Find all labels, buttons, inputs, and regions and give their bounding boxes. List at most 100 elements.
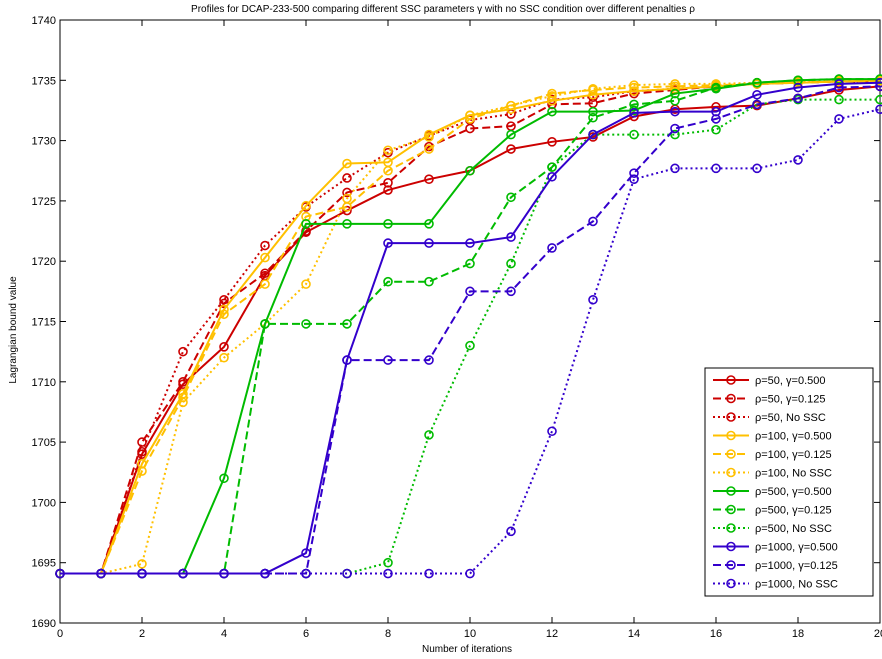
x-axis-ticks: 0 2 4 6 8 10 12 14 16 18 20 — [57, 20, 882, 640]
legend-label: ρ=100, γ=0.125 — [755, 449, 832, 461]
data-point — [629, 168, 639, 178]
data-point — [793, 82, 803, 93]
data-point — [547, 91, 557, 101]
data-point — [342, 568, 352, 579]
data-point — [383, 568, 393, 579]
legend-label: ρ=1000, γ=0.500 — [755, 542, 838, 554]
data-point — [424, 144, 434, 154]
data-point — [752, 89, 762, 100]
legend-label: ρ=50, γ=0.125 — [755, 394, 825, 406]
data-point — [670, 123, 680, 134]
legend-item: ρ=1000, No SSC — [713, 579, 838, 591]
y-axis-label: Lagrangian bound value — [8, 276, 19, 384]
data-point — [137, 466, 147, 476]
data-point — [670, 163, 680, 174]
data-point — [301, 219, 311, 229]
data-point — [137, 568, 147, 579]
data-point — [219, 473, 229, 484]
legend-marker — [726, 541, 736, 552]
data-point — [875, 104, 882, 115]
data-point — [383, 219, 393, 229]
data-point — [424, 238, 434, 248]
data-point — [670, 79, 680, 89]
data-point — [629, 174, 639, 184]
legend-label: ρ=500, No SSC — [755, 523, 832, 535]
series-line — [60, 79, 880, 575]
y-tick-label: 1740 — [32, 15, 56, 27]
x-tick-label: 20 — [874, 628, 882, 640]
data-point — [547, 426, 557, 437]
data-point — [588, 294, 598, 305]
data-point — [465, 114, 475, 124]
data-point — [260, 252, 270, 263]
legend: ρ=50, γ=0.500 ρ=50, γ=0.125 ρ=50, No SSC ρ=… — [704, 367, 874, 597]
data-point — [260, 319, 270, 329]
x-tick-label: 0 — [57, 628, 63, 640]
legend-marker — [726, 467, 736, 478]
data-point — [383, 145, 393, 156]
data-point — [670, 96, 680, 106]
data-point — [260, 240, 270, 251]
data-point — [711, 124, 721, 135]
y-tick-label: 1705 — [32, 437, 56, 449]
data-point — [465, 568, 475, 579]
data-point — [383, 557, 393, 568]
data-point — [424, 174, 434, 184]
data-point — [342, 187, 352, 198]
data-point — [588, 106, 598, 117]
y-axis-ticks: 1690 1695 1700 1705 1710 1715 1720 1725 1730 1735… — [32, 15, 880, 630]
legend-marker — [726, 393, 736, 404]
data-point — [465, 238, 475, 248]
data-point — [752, 99, 762, 110]
legend-item: ρ=50, γ=0.125 — [713, 394, 825, 406]
legend-marker — [726, 578, 736, 589]
x-tick-label: 8 — [385, 628, 391, 640]
data-point — [506, 129, 516, 140]
legend-item: ρ=1000, γ=0.125 — [713, 560, 838, 572]
legend-marker — [726, 523, 736, 533]
data-point — [383, 178, 393, 188]
y-tick-label: 1695 — [32, 558, 56, 570]
data-point — [506, 232, 516, 242]
legend-box — [704, 367, 874, 597]
legend-marker — [726, 560, 736, 570]
data-point — [424, 568, 434, 579]
data-point — [178, 568, 188, 579]
data-point — [670, 129, 680, 140]
legend-label: ρ=100, γ=0.500 — [755, 431, 832, 443]
data-point — [219, 352, 229, 363]
data-point — [342, 173, 352, 183]
legend-marker — [726, 412, 736, 422]
data-point — [301, 279, 311, 289]
data-point — [342, 158, 352, 169]
data-point — [629, 129, 639, 140]
data-point — [547, 137, 557, 147]
data-point — [506, 192, 516, 203]
data-point — [219, 294, 229, 305]
data-point — [178, 376, 188, 387]
y-tick-label: 1715 — [32, 317, 56, 329]
data-point — [465, 165, 475, 176]
data-point — [465, 340, 475, 351]
data-point — [670, 106, 680, 117]
legend-item: ρ=500, γ=0.125 — [713, 505, 832, 517]
legend-item: ρ=500, No SSC — [713, 523, 832, 535]
x-tick-label: 2 — [139, 628, 145, 640]
data-point — [342, 355, 352, 365]
data-point — [547, 171, 557, 182]
y-tick-label: 1690 — [32, 618, 56, 630]
data-point — [588, 89, 598, 100]
legend-marker — [726, 449, 736, 459]
data-point — [834, 114, 844, 124]
x-tick-label: 6 — [303, 628, 309, 640]
data-point — [875, 94, 882, 105]
data-point — [588, 129, 598, 140]
legend-item: ρ=50, γ=0.500 — [713, 375, 825, 387]
data-point — [137, 446, 147, 457]
data-point — [178, 397, 188, 408]
data-point — [588, 83, 598, 94]
data-point — [55, 568, 65, 579]
data-point — [219, 309, 229, 320]
data-point — [588, 112, 598, 123]
